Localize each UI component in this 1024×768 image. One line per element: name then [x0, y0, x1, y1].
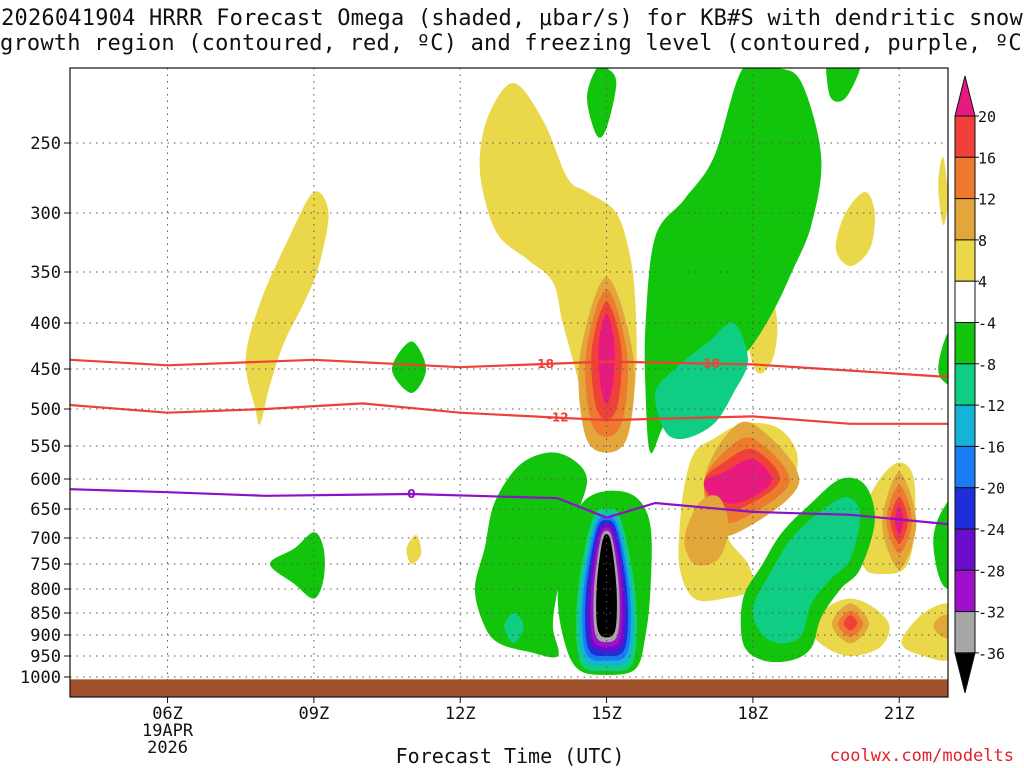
x-tick-label: 18Z: [738, 704, 769, 724]
positive-region-2200z-upper: [938, 156, 948, 226]
contour-label-freezing-level: 0: [407, 487, 415, 501]
y-tick-label: 750: [30, 555, 61, 575]
y-tick-label: 800: [30, 580, 61, 600]
y-tick-label: 450: [30, 360, 61, 380]
sinking-core-22z: [933, 614, 948, 639]
y-tick-label: 650: [30, 500, 61, 520]
ground: [70, 679, 948, 697]
sinking-core-15z-level-3: [598, 313, 615, 405]
colorbar-segment-m8_m4: [954, 322, 976, 365]
y-tick-label: 850: [30, 604, 61, 624]
plot-frame: [69, 67, 949, 698]
colorbar-segment-m36_m32: [954, 611, 976, 654]
colorbar-bottom-arrow: [954, 652, 976, 694]
positive-region-2200z: [901, 603, 948, 661]
colorbar-segment-m12_m8: [954, 363, 976, 406]
x-axis-label: Forecast Time (UTC): [395, 744, 625, 768]
x-tick-label: 21Z: [884, 704, 915, 724]
x-tick-label: 15Z: [591, 704, 622, 724]
colorbar-label: 12: [978, 191, 996, 209]
colorbar-segment-16_20: [954, 115, 976, 158]
colorbar-top-arrow: [954, 75, 976, 117]
y-tick-label: 250: [30, 134, 61, 154]
grid: [70, 68, 948, 697]
colorbar-label: -4: [978, 315, 996, 333]
colorbar-segment-m32_m28: [954, 569, 976, 613]
negative-region-1300z: [474, 452, 588, 658]
colorbar-segment-4_8: [954, 239, 976, 282]
y-tick-label: 1000: [20, 668, 61, 688]
negative-core-1630z: [655, 322, 748, 440]
negative-region-2000z-top: [826, 68, 861, 102]
sinking-core-1700z: [684, 495, 729, 566]
negative-region-1500z-top: [587, 68, 617, 138]
colorbar-label: -36: [978, 645, 1005, 663]
y-tick-label: 300: [30, 204, 61, 224]
sinking-core-20z-level-2: [843, 615, 858, 631]
chart-title: 2026041904 HRRR Forecast Omega (shaded, …: [0, 6, 1024, 56]
y-tick-label: 700: [30, 529, 61, 549]
positive-region-0840z: [245, 191, 329, 425]
colorbar-label: -24: [978, 521, 1005, 539]
contour-label-dgz-bottom: -12: [547, 411, 569, 425]
positive-region-1100z: [406, 535, 422, 565]
x-tick-label: 19APR: [142, 721, 194, 741]
colorbar-label: -20: [978, 480, 1005, 498]
colorbar-segment-m16_m12: [954, 404, 976, 447]
y-tick-label: 500: [30, 400, 61, 420]
x-tick-label: 12Z: [445, 704, 476, 724]
negative-region-0900z: [270, 532, 325, 599]
colorbar-segment-m24_m20: [954, 487, 976, 530]
colorbar-label: -16: [978, 438, 1005, 456]
colorbar-segment-8_12: [954, 198, 976, 241]
colorbar-label: 16: [978, 149, 996, 167]
colorbar-segment-m20_m16: [954, 445, 976, 489]
y-tick-label: 600: [30, 470, 61, 490]
colorbar-label: 20: [978, 108, 996, 126]
y-tick-label: 350: [30, 263, 61, 283]
x-tick-label: 06Z: [152, 704, 183, 724]
x-tick-label: 09Z: [299, 704, 330, 724]
sinking-core-18z-level-3: [703, 459, 772, 504]
colorbar-label: -8: [978, 356, 996, 374]
contour-label-dgz-top: -18: [698, 357, 720, 371]
y-tick-label: 950: [30, 647, 61, 667]
positive-region-2000z-upper: [835, 192, 875, 267]
colorbar-segment-m4_4: [954, 280, 976, 324]
y-tick-label: 400: [30, 314, 61, 334]
contour-dgz-top: [70, 358, 948, 379]
y-tick-label: 550: [30, 437, 61, 457]
colorbar-label: -32: [978, 604, 1005, 622]
negative-region-1700z-upper: [644, 68, 822, 454]
colorbar-label: 8: [978, 232, 987, 250]
colorbar-label: -28: [978, 562, 1005, 580]
colorbar-label: 4: [978, 273, 987, 291]
chart-title-line2: growth region (contoured, red, ºC) and f…: [0, 31, 1024, 56]
colorbar: 20 16 12 8 4 -4 -8 -12 -16 -20 -24 -28 -32 -36: [954, 75, 1005, 694]
contour-freezing-level: [70, 488, 948, 526]
y-tick-label: 900: [30, 626, 61, 646]
contour-dgz-bottom: [70, 402, 948, 425]
x-tick-label: 2026: [147, 738, 188, 758]
contour-label-dgz-top: -18: [532, 357, 554, 371]
negative-region-1100z: [391, 341, 427, 393]
colorbar-label: -12: [978, 397, 1005, 415]
negative-core-1900z: [752, 497, 861, 644]
chart-title-line1: 2026041904 HRRR Forecast Omega (shaded, …: [1, 6, 1023, 31]
colorbar-segment-m28_m24: [954, 528, 976, 571]
negative-region-2200z-upper: [938, 332, 948, 385]
colorbar-segment-12_16: [954, 156, 976, 200]
omega-field: -18 -18 -12 0: [70, 68, 948, 675]
credit-link[interactable]: coolwx.com/modelts: [829, 746, 1014, 766]
negative-core-1300z: [504, 613, 524, 644]
rising-core-level-7: [596, 534, 617, 638]
